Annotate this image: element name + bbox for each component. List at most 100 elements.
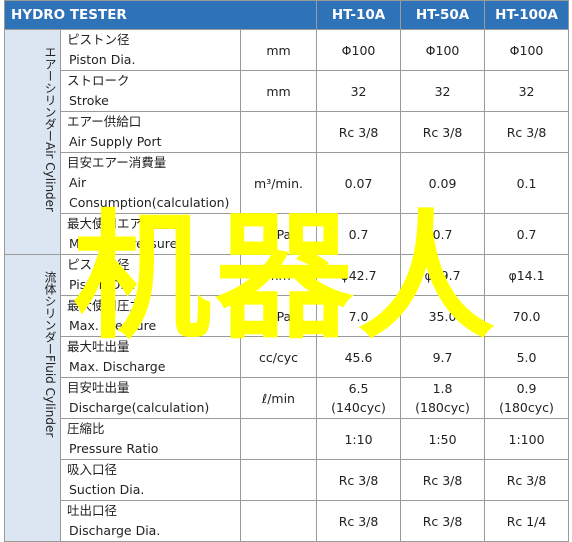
model-header: HT-100A [484,0,570,30]
name-jp: 吸入口径 [67,462,118,477]
name-jp: ストローク [67,73,130,88]
name-jp: 目安エアー消費量 [67,155,167,170]
unit-cell [239,500,318,542]
spec-row: 目安吐出量 Discharge(calculation) ℓ/min 6.5 (140… [5,377,570,419]
unit-cell: mm [239,254,318,296]
name-cell: 吐出口径 Discharge Dia. [60,500,241,542]
name-cell: 最大吐出量 Max. Discharge [60,336,241,378]
spec-row: エアー供給口 Air Supply Port Rc 3/8 Rc 3/8 Rc 3/8 [5,111,570,153]
name-cell: 目安吐出量 Discharge(calculation) [60,377,241,419]
value-cell: Rc 3/8 [400,111,486,153]
value-cell: 0.07 [316,152,402,214]
unit-cell [239,111,318,153]
watermark: 机器人 [72,197,499,358]
header-title: HYDRO TESTER [3,0,318,30]
unit-cell: cc/cyc [239,336,318,378]
unit-cell [239,418,318,460]
name-jp: 吐出口径 [67,503,118,518]
spec-row: エアーシリンダーAir Cylinder ピストン径 Piston Dia. mm Φ1… [4,29,570,255]
name-cell: 最大使用圧力 Max. Pressure [60,295,241,337]
name-en: Piston Dia. [69,277,136,292]
name-en: Pressure Ratio [69,441,159,456]
name-en: Max. Discharge [69,359,166,374]
value-cell: Rc 3/8 [316,111,402,153]
value-cell: 32 [484,70,570,112]
name-cell: 圧縮比 Pressure Ratio [60,418,241,460]
group-cell: エアーシリンダーAir Cylinder [4,29,61,255]
group-label-jp: 流体シリンダー [43,271,57,355]
unit-cell: mm [239,70,318,112]
value-cell: Rc 1/4 [484,500,570,542]
value-cell: 0.1 [484,152,570,214]
name-cell: ピストン径 Piston Dia. [60,254,241,296]
name-en: Suction Dia. [69,482,145,497]
header-row: HYDRO TESTER HT-10A HT-50A HT-100A [3,0,570,30]
spec-row: ストローク Stroke mm 32 32 32 [5,70,570,112]
model-header: HT-10A [316,0,402,30]
name-cell: ストローク Stroke [60,70,241,112]
spec-row: 最大使用圧力 Max. Pressure MPa 7.0 35.0 70.0 [5,295,570,337]
group-label-en: Air Cylinder [43,142,57,212]
value-cell: Φ100 [316,29,402,71]
spec-row: 吐出口径 Discharge Dia. Rc 3/8 Rc 3/8 Rc 1/4 [5,500,570,542]
name-jp: ピストン径 [67,32,130,47]
value-cell: 0.9 (180cyc) [484,377,570,419]
value-cell: Φ100 [400,29,486,71]
name-en: Piston Dia. [69,52,136,67]
name-en: Stroke [69,93,109,108]
spec-row: 吸入口径 Suction Dia. Rc 3/8 Rc 3/8 Rc 3/8 [5,459,570,501]
name-jp: ピストン径 [67,257,130,272]
name-en: Max. Air Pressure [69,236,178,251]
name-cell: 吸入口径 Suction Dia. [60,459,241,501]
value-cell: Rc 3/8 [400,459,486,501]
name-en: Discharge(calculation) [69,400,210,415]
name-en: Max. Pressure [69,318,157,333]
value-cell: 70.0 [484,295,570,337]
value-cell: 0.7 [316,213,402,255]
spec-row: 目安エアー消費量 Air Consumption(calculation) m³/m… [5,152,570,214]
name-en: Discharge Dia. [69,523,161,538]
value-cell: 9.7 [400,336,486,378]
value-cell: 1:100 [484,418,570,460]
name-en: Air Supply Port [69,134,162,149]
value-cell: Φ100 [484,29,570,71]
spec-row: 圧縮比 Pressure Ratio 1:10 1:50 1:100 [5,418,570,460]
name-en: Air Consumption(calculation) [69,175,230,210]
unit-cell [239,459,318,501]
value-cell: 32 [400,70,486,112]
value-cell: Rc 3/8 [484,111,570,153]
group-label-jp: エアーシリンダー [43,46,57,142]
group-cell: 流体シリンダーFluid Cylinder [4,254,61,542]
model-header: HT-50A [400,0,486,30]
value-cell: 0.09 [400,152,486,214]
name-jp: 最大吐出量 [67,339,130,354]
value-cell: 32 [316,70,402,112]
value-cell: 1.8 (180cyc) [400,377,486,419]
unit-cell: MPa [239,295,318,337]
name-jp: 圧縮比 [67,421,105,436]
spec-row: 最大吐出量 Max. Discharge cc/cyc 45.6 9.7 5.0 [5,336,570,378]
name-cell: エアー供給口 Air Supply Port [60,111,241,153]
spec-row: 流体シリンダーFluid Cylinder ピストン径 Piston Dia. mm φ… [4,254,570,542]
value-cell: 45.6 [316,336,402,378]
value-cell: 1:10 [316,418,402,460]
value-cell: Rc 3/8 [316,459,402,501]
value-cell: 7.0 [316,295,402,337]
unit-cell: m³/min. [239,152,318,214]
unit-cell: ℓ/min [239,377,318,419]
group-label-en: Fluid Cylinder [43,355,57,438]
value-cell: φ42.7 [316,254,402,296]
value-cell: φ19.7 [400,254,486,296]
value-cell: 0.7 [400,213,486,255]
value-cell: Rc 3/8 [484,459,570,501]
name-jp: 最大使用圧力 [67,298,143,313]
value-cell: Rc 3/8 [316,500,402,542]
name-jp: 最大使用エアー圧力 [67,216,179,231]
value-cell: Rc 3/8 [400,500,486,542]
value-cell: 6.5 (140cyc) [316,377,402,419]
name-jp: エアー供給口 [67,114,142,129]
name-cell: ピストン径 Piston Dia. [60,29,241,71]
name-jp: 目安吐出量 [67,380,130,395]
unit-cell: mm [239,29,318,71]
value-cell: 1:50 [400,418,486,460]
